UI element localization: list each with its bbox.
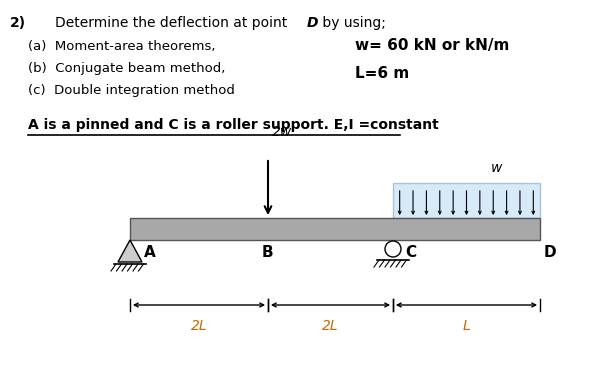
Text: w= 60 kN or kN/m: w= 60 kN or kN/m	[355, 38, 509, 53]
Text: D: D	[307, 16, 319, 30]
Text: w: w	[491, 161, 502, 175]
Text: (b)  Conjugate beam method,: (b) Conjugate beam method,	[28, 62, 225, 75]
Text: (c)  Double integration method: (c) Double integration method	[28, 84, 235, 97]
Text: C: C	[405, 245, 416, 260]
Text: by using;: by using;	[318, 16, 386, 30]
Text: B: B	[261, 245, 273, 260]
Bar	[130, 218, 540, 240]
Text: (a)  Moment-area theorems,: (a) Moment-area theorems,	[28, 40, 216, 53]
Text: 2L: 2L	[322, 319, 339, 333]
Bar	[393, 183, 540, 218]
Text: A is a pinned and C is a roller support. E,I =constant: A is a pinned and C is a roller support.…	[28, 118, 438, 132]
Text: 2L: 2L	[191, 319, 207, 333]
Text: L=6 m: L=6 m	[355, 66, 409, 81]
Polygon shape	[118, 240, 142, 262]
Text: L: L	[463, 319, 470, 333]
Text: D: D	[544, 245, 557, 260]
Text: 2w: 2w	[272, 125, 292, 139]
Circle shape	[385, 241, 401, 257]
Text: 2): 2)	[10, 16, 26, 30]
Text: Determine the deflection at point: Determine the deflection at point	[55, 16, 292, 30]
Text: A: A	[144, 245, 156, 260]
